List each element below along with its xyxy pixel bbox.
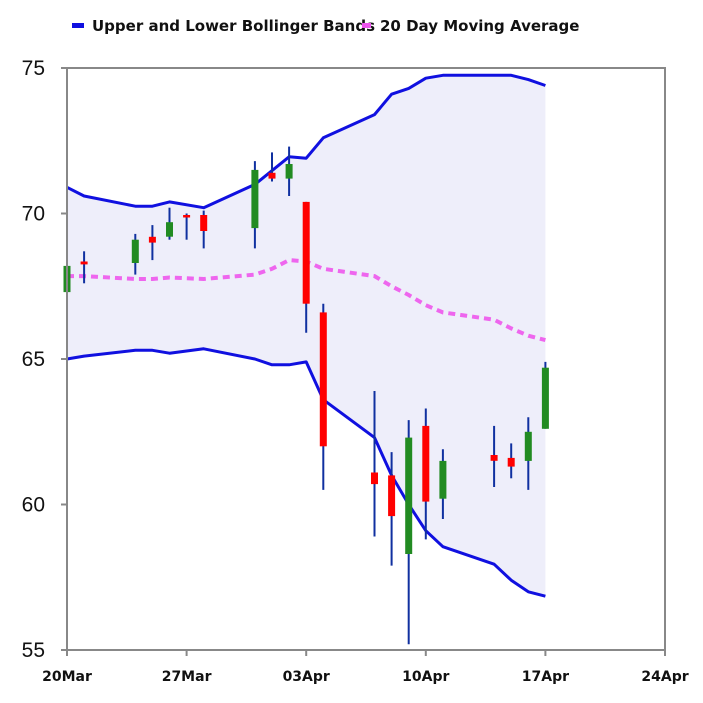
candle — [371, 391, 378, 537]
y-axis: 75 70 65 60 55 — [22, 57, 67, 662]
candle-body — [148, 236, 156, 243]
candle-body — [524, 431, 532, 461]
candle — [302, 201, 310, 333]
candle-body — [251, 169, 259, 229]
candle — [200, 210, 208, 249]
candle — [490, 425, 498, 487]
candle-body — [371, 472, 378, 485]
candle — [183, 213, 191, 240]
candle-body — [80, 261, 88, 265]
legend-label-bands: Upper and Lower Bollinger Bands — [92, 17, 375, 35]
candle — [80, 251, 88, 284]
y-tick-label: 55 — [22, 639, 45, 662]
candle-body — [541, 367, 549, 429]
candle — [507, 443, 515, 479]
x-tick-label: 27Mar — [162, 669, 212, 685]
candle — [148, 225, 156, 261]
x-tick-label: 24Apr — [641, 669, 688, 685]
candle-body — [200, 215, 208, 231]
x-tick-label: 10Apr — [402, 669, 449, 685]
candle-body — [285, 164, 293, 179]
bollinger-band-fill — [67, 75, 546, 597]
candle-body — [490, 455, 498, 461]
candle-body — [507, 457, 515, 467]
candle-body — [388, 475, 396, 517]
candle-body — [131, 239, 139, 263]
legend-label-moving-average: 20 Day Moving Average — [380, 17, 579, 35]
candle — [131, 233, 139, 275]
candle-body — [183, 215, 191, 218]
candle-body — [405, 437, 413, 554]
candle — [319, 303, 327, 490]
y-tick-label: 70 — [22, 203, 45, 226]
x-tick-label: 20Mar — [42, 669, 92, 685]
candle — [285, 146, 293, 196]
candle-body — [439, 460, 447, 499]
candle — [405, 420, 413, 645]
legend-swatch-moving-average — [362, 23, 371, 28]
candle — [524, 417, 532, 490]
candle-body — [319, 312, 327, 447]
y-tick-label: 65 — [22, 348, 45, 371]
x-axis: 20Mar 27Mar 03Apr 10Apr 17Apr 24Apr — [42, 650, 689, 685]
candle-body — [268, 172, 276, 179]
lower-bollinger-band-line — [66, 347, 546, 598]
candle — [268, 152, 276, 182]
x-tick-label: 03Apr — [283, 669, 330, 685]
plot-area — [63, 67, 666, 651]
legend: Upper and Lower Bollinger Bands 20 Day M… — [72, 17, 579, 35]
upper-bollinger-band-line — [66, 73, 546, 210]
candlestick-series — [63, 146, 549, 645]
candle-body — [302, 201, 310, 304]
candle-body — [422, 425, 430, 502]
candle — [422, 408, 430, 540]
moving-average-line — [67, 258, 546, 343]
y-tick-label: 75 — [22, 57, 45, 80]
x-tick-label: 17Apr — [522, 669, 569, 685]
candle — [388, 452, 396, 566]
candle — [439, 449, 447, 519]
y-tick-label: 60 — [22, 494, 45, 517]
candle — [251, 161, 259, 249]
candle-body — [166, 222, 173, 237]
legend-swatch-bands — [72, 23, 84, 28]
candle — [541, 361, 549, 429]
candle — [166, 207, 173, 240]
